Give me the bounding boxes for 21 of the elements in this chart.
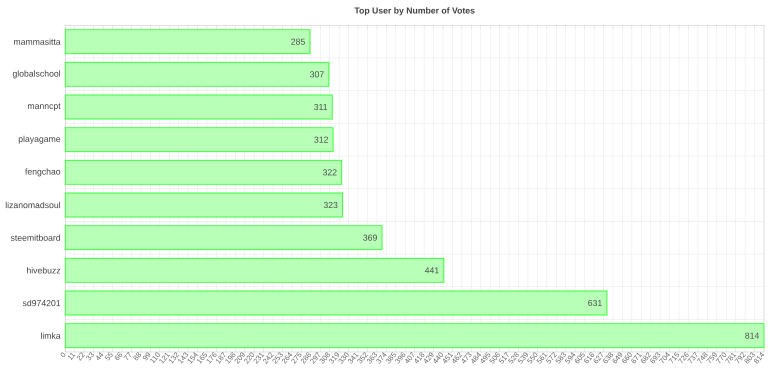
data-label: 631 <box>588 300 602 306</box>
y-tick-label: manncpt <box>28 103 61 111</box>
data-label: 369 <box>363 234 377 241</box>
y-tick-label: mammasitta <box>14 38 61 45</box>
data-label: 814 <box>745 332 760 339</box>
y-tick-label: sd974201 <box>22 300 60 306</box>
y-tick-label: steemitboard <box>10 234 60 241</box>
y-tick-label: playagame <box>18 136 60 144</box>
y-tick-label: hivebuzz <box>27 267 60 274</box>
chart-title: Top User by Number of Votes <box>354 7 475 16</box>
data-label: 323 <box>324 202 338 208</box>
y-tick-label: lizanomadsoul <box>6 202 60 208</box>
data-label: 441 <box>424 267 439 274</box>
y-tick-label: fengchao <box>25 168 60 176</box>
data-label: 307 <box>310 71 324 78</box>
data-label: 285 <box>291 38 305 45</box>
data-label: 312 <box>314 136 328 143</box>
y-tick-label: limka <box>40 332 61 339</box>
data-label: 322 <box>322 169 337 176</box>
y-tick-label: globalschool <box>12 70 60 78</box>
data-label: 311 <box>314 104 328 110</box>
